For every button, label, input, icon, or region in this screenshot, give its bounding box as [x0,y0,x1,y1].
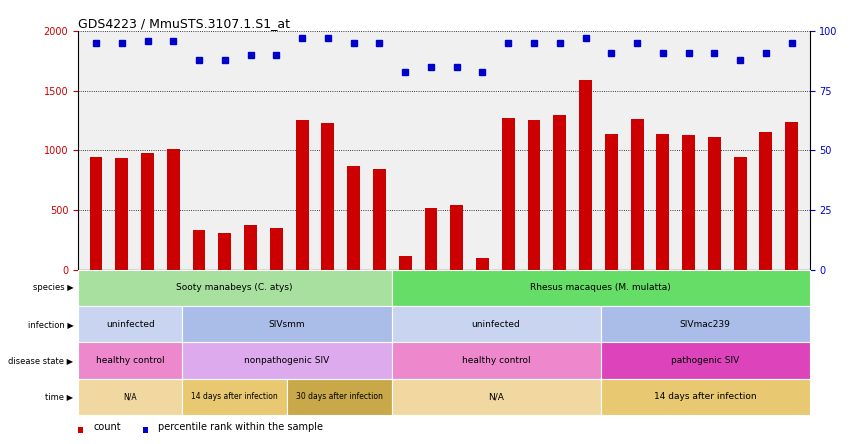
Text: N/A: N/A [123,392,137,401]
Text: infection ▶: infection ▶ [28,320,74,329]
Bar [527,120,540,270]
Bar [424,207,437,270]
Text: nonpathogenic SIV: nonpathogenic SIV [244,356,330,365]
Bar [604,134,617,270]
Bar [553,115,566,270]
Bar [759,132,772,270]
Text: uninfected: uninfected [106,320,155,329]
Text: SIVsmm: SIVsmm [268,320,306,329]
Bar [656,134,669,270]
Text: time ▶: time ▶ [46,392,74,401]
Bar [141,153,154,270]
Bar [89,158,102,270]
Text: disease state ▶: disease state ▶ [9,356,74,365]
Bar [115,158,128,270]
Bar [450,205,463,270]
Bar [244,226,257,270]
Bar [218,233,231,270]
Text: count: count [94,422,121,432]
Text: pathogenic SIV: pathogenic SIV [671,356,740,365]
Bar [347,166,360,270]
Text: healthy control: healthy control [462,356,530,365]
Bar [295,120,308,270]
Bar [192,230,205,270]
Bar [321,123,334,270]
Bar [630,119,643,270]
Text: Rhesus macaques (M. mulatta): Rhesus macaques (M. mulatta) [530,283,671,292]
Bar [476,258,489,270]
Bar [398,256,411,270]
Text: 14 days after infection: 14 days after infection [191,392,278,401]
Bar [501,118,514,270]
Bar [167,149,180,270]
Bar [682,135,695,270]
Text: 14 days after infection: 14 days after infection [654,392,757,401]
Bar [373,169,386,270]
Bar [785,122,798,270]
Bar [270,228,283,270]
Bar [708,137,721,270]
Text: SIVmac239: SIVmac239 [680,320,731,329]
Bar [579,80,592,270]
Text: species ▶: species ▶ [33,283,74,292]
Bar [734,157,746,270]
Text: healthy control: healthy control [96,356,165,365]
Text: GDS4223 / MmuSTS.3107.1.S1_at: GDS4223 / MmuSTS.3107.1.S1_at [78,17,290,30]
Text: Sooty manabeys (C. atys): Sooty manabeys (C. atys) [177,283,293,292]
Text: 30 days after infection: 30 days after infection [296,392,383,401]
Text: uninfected: uninfected [472,320,520,329]
Text: N/A: N/A [488,392,504,401]
Text: percentile rank within the sample: percentile rank within the sample [158,422,324,432]
